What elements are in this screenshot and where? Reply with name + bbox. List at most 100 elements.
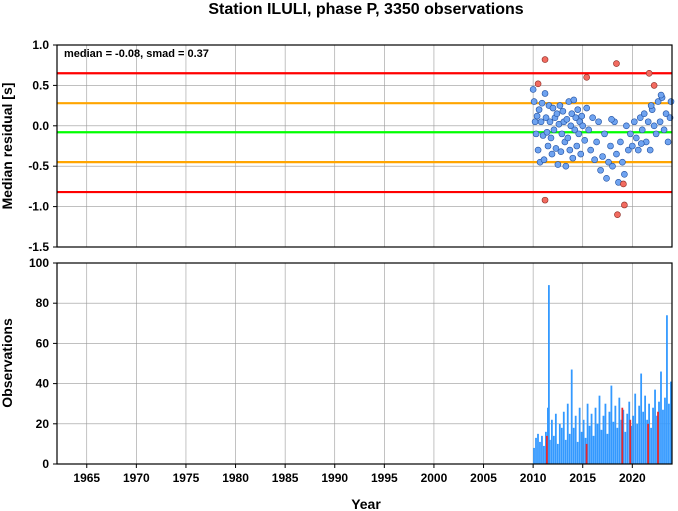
- residual-point: [632, 134, 640, 142]
- residual-y-tick-label: 0.0: [32, 119, 49, 133]
- residual-point: [567, 122, 575, 130]
- observation-bar: [586, 403, 589, 464]
- observation-bar: [592, 435, 595, 464]
- residual-point: [578, 112, 586, 120]
- residual-point: [621, 170, 628, 178]
- outlier-bar: [585, 443, 588, 464]
- residual-point: [535, 106, 543, 113]
- outlier-bar: [546, 435, 548, 464]
- observation-bar: [568, 433, 571, 464]
- x-tick-label: 1975: [173, 471, 200, 485]
- residual-point: [579, 122, 587, 130]
- residual-point: [646, 146, 654, 154]
- observation-bar: [550, 419, 553, 464]
- residual-point: [636, 114, 644, 122]
- residual-point: [638, 126, 646, 134]
- observation-bar: [660, 371, 662, 464]
- residual-point: [595, 118, 602, 126]
- residual-point: [533, 112, 541, 120]
- outlier-point: [541, 196, 549, 204]
- residual-point: [574, 106, 582, 113]
- x-tick-label: 1990: [321, 471, 348, 485]
- outlier-point: [645, 69, 653, 77]
- observation-bar: [541, 435, 543, 464]
- residual-point: [605, 158, 612, 166]
- residual-point: [581, 137, 589, 144]
- x-tick-label: 2010: [520, 471, 547, 485]
- residual-point: [538, 99, 546, 107]
- residual-point: [650, 122, 658, 130]
- observation-bar: [662, 409, 664, 464]
- residual-point: [591, 156, 598, 164]
- residual-point: [553, 110, 561, 117]
- observations-plot-frame: [56, 262, 673, 465]
- residual-point: [652, 130, 660, 138]
- residual-point: [563, 116, 571, 123]
- residual-point: [541, 90, 549, 97]
- observation-bar: [622, 409, 625, 464]
- residual-point: [530, 98, 538, 105]
- residual-point: [656, 118, 664, 126]
- residual-point: [589, 114, 596, 122]
- outlier-point: [650, 82, 658, 89]
- observation-bar: [650, 427, 652, 464]
- outlier-bar: [629, 419, 632, 464]
- observation-bar: [654, 389, 656, 464]
- observation-bar: [600, 429, 603, 464]
- residual-point: [548, 150, 556, 158]
- outlier-point: [613, 60, 620, 67]
- observations-y-axis-label: Observations: [0, 318, 15, 408]
- residual-point: [593, 138, 600, 146]
- residual-point: [657, 91, 665, 99]
- observation-bar: [588, 425, 591, 464]
- residual-point: [660, 126, 668, 134]
- observation-bar: [626, 413, 629, 464]
- observations-y-tick-label: 60: [36, 336, 50, 350]
- outlier-point: [621, 201, 628, 209]
- observation-bar: [548, 285, 550, 464]
- residual-point: [627, 130, 634, 138]
- chart-title: Station ILULI, phase P, 3350 observation…: [208, 1, 523, 18]
- observation-bar: [566, 403, 569, 464]
- residual-point: [654, 98, 662, 105]
- residual-point: [662, 110, 670, 117]
- residual-point: [577, 150, 585, 158]
- observation-bar: [658, 401, 660, 464]
- observation-bar: [582, 419, 585, 464]
- residual-plot-frame: [56, 44, 673, 248]
- observation-bar: [558, 423, 561, 464]
- observation-bar: [620, 419, 623, 464]
- residual-point: [597, 166, 604, 174]
- residual-point: [531, 118, 539, 126]
- observation-bar: [642, 411, 645, 464]
- observation-bar: [608, 411, 611, 464]
- residual-point: [609, 162, 616, 170]
- observation-bar: [549, 439, 551, 464]
- residual-y-tick-label: -1.5: [28, 240, 49, 254]
- observation-bar: [533, 447, 535, 464]
- outlier-bar: [647, 423, 649, 464]
- observations-y-tick-label: 40: [36, 377, 50, 391]
- residual-point: [569, 154, 577, 162]
- observation-bar: [594, 407, 597, 464]
- residual-point: [552, 145, 560, 152]
- observation-bar: [580, 431, 583, 464]
- outlier-bar: [657, 411, 659, 464]
- observations-y-tick-label: 80: [36, 296, 50, 310]
- observation-bar: [545, 431, 547, 464]
- observation-bar: [652, 407, 654, 464]
- observation-bar: [656, 415, 658, 464]
- residual-point: [571, 126, 579, 134]
- x-tick-label: 2020: [619, 471, 646, 485]
- residual-point: [547, 134, 555, 142]
- residual-point: [529, 86, 537, 93]
- residual-point: [566, 146, 574, 154]
- observation-bar: [576, 441, 579, 464]
- residual-point: [549, 104, 557, 112]
- residual-point: [603, 175, 610, 182]
- observation-bar: [598, 395, 601, 464]
- residual-point: [617, 138, 624, 146]
- observation-bar: [556, 443, 559, 464]
- residual-point: [640, 110, 648, 117]
- residual-y-tick-label: -0.5: [28, 159, 49, 173]
